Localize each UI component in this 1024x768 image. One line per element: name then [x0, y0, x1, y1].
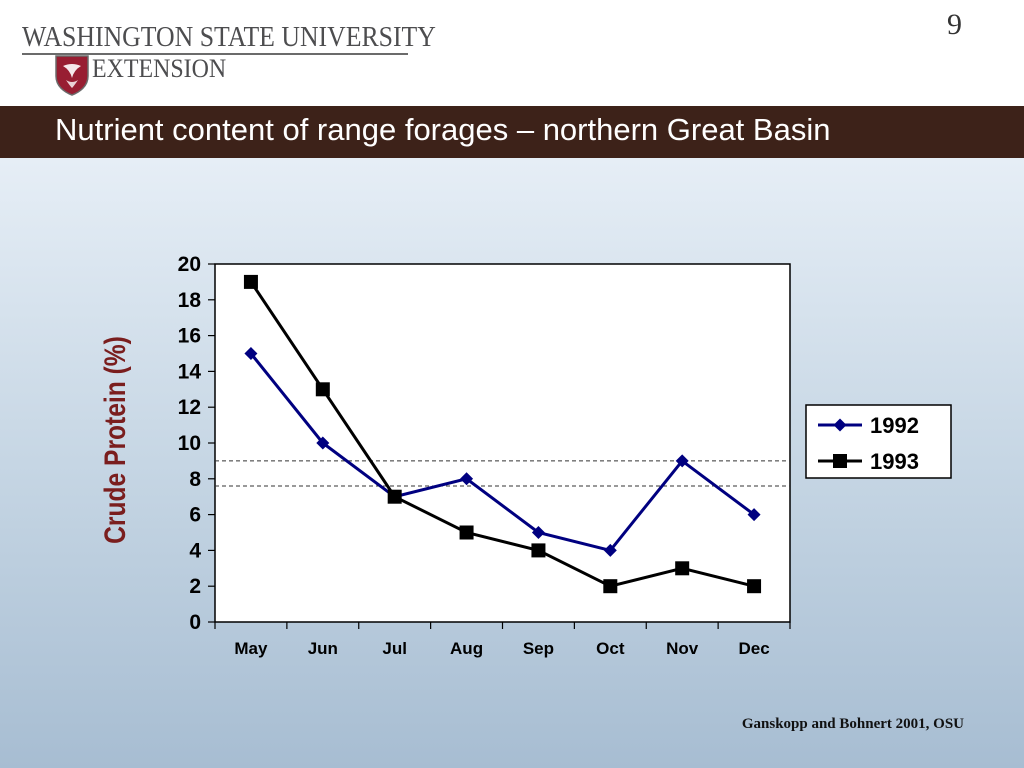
data-point-1993 [315, 382, 330, 397]
data-point-1992 [460, 472, 474, 486]
series-line-1993 [249, 281, 755, 588]
y-tick-label: 0 [189, 611, 201, 634]
legend-label-1992: 1992 [870, 413, 919, 438]
citation: Ganskopp and Bohnert 2001, OSU [741, 716, 964, 732]
title-bar [0, 106, 1024, 158]
x-tick-label: Jul [382, 639, 407, 658]
data-point-1993 [603, 579, 618, 594]
y-tick-label: 18 [178, 289, 202, 312]
series-line-1992 [249, 352, 755, 553]
y-tick-label: 8 [189, 468, 201, 491]
data-point-1992 [244, 347, 258, 360]
data-point-1992 [531, 526, 545, 539]
y-tick-label: 20 [178, 253, 201, 276]
page-number: 9 [947, 8, 962, 41]
data-point-1992 [747, 508, 761, 522]
wsu-shield-icon [55, 55, 89, 96]
x-tick-label: Aug [450, 639, 483, 658]
y-tick-label: 6 [189, 504, 201, 527]
data-point-1992 [603, 543, 617, 557]
y-tick-label: 4 [189, 539, 201, 562]
data-point-1993 [387, 489, 402, 504]
x-tick-label: Dec [738, 639, 769, 658]
data-point-1993 [459, 525, 474, 540]
data-point-1992 [316, 436, 330, 450]
legend-marker-1993 [833, 454, 847, 468]
x-tick-label: Oct [596, 639, 625, 658]
data-point-1993 [675, 561, 690, 576]
legend-marker-1992 [833, 418, 847, 432]
y-tick-label: 12 [178, 396, 201, 419]
logo-extension: EXTENSION [92, 54, 227, 83]
data-point-1993 [531, 543, 546, 558]
legend-label-1993: 1993 [870, 449, 919, 474]
y-tick-label: 10 [178, 432, 201, 455]
x-tick-label: Sep [523, 639, 554, 658]
y-axis-label: Crude Protein (%) [98, 336, 132, 544]
x-tick-label: Nov [666, 639, 699, 658]
legend [805, 404, 952, 479]
y-tick-label: 16 [178, 325, 201, 348]
data-point-1992 [675, 454, 689, 468]
data-point-1993 [747, 579, 762, 594]
slide-title: Nutrient content of range forages – nort… [55, 112, 831, 147]
logo-divider [22, 53, 408, 55]
x-tick-label: Jun [308, 639, 338, 658]
y-tick-label: 14 [178, 360, 202, 383]
x-tick-label: May [234, 639, 268, 658]
y-tick-label: 2 [189, 575, 201, 598]
logo-wordmark: WASHINGTON STATE UNIVERSITY [22, 22, 436, 53]
header: WASHINGTON STATE UNIVERSITY EXTENSION 9 [0, 0, 1024, 106]
data-point-1993 [243, 274, 258, 289]
plot-area [214, 263, 791, 623]
